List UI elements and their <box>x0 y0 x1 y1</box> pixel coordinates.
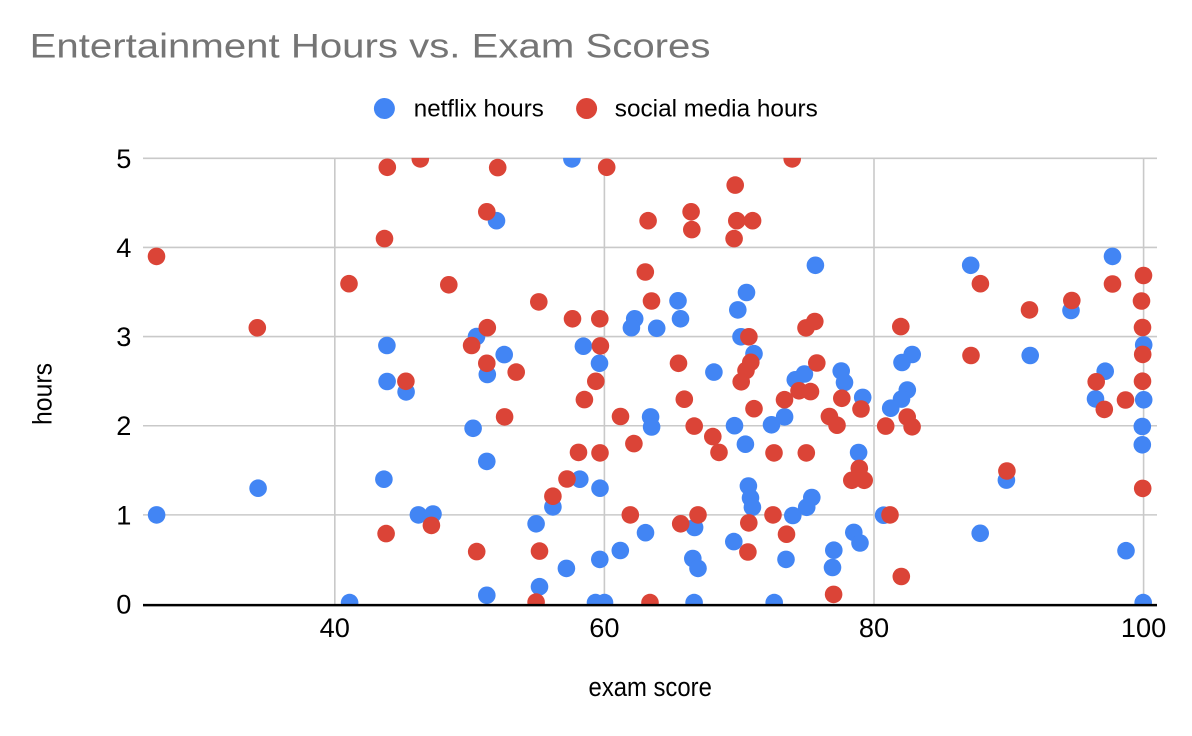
svg-text:0: 0 <box>116 588 131 619</box>
svg-text:60: 60 <box>589 612 619 643</box>
svg-text:exam score: exam score <box>589 671 712 702</box>
svg-text:social media hours: social media hours <box>615 96 818 123</box>
svg-text:5: 5 <box>116 143 131 174</box>
svg-text:hours: hours <box>27 363 57 425</box>
svg-text:Entertainment Hours vs. Exam S: Entertainment Hours vs. Exam Scores <box>30 28 711 66</box>
svg-text:100: 100 <box>1121 612 1166 643</box>
svg-text:netflix hours: netflix hours <box>414 96 544 123</box>
svg-text:2: 2 <box>116 410 131 441</box>
svg-text:80: 80 <box>859 612 889 643</box>
svg-text:3: 3 <box>116 321 131 352</box>
svg-text:40: 40 <box>320 612 350 643</box>
svg-text:4: 4 <box>116 232 131 263</box>
svg-text:1: 1 <box>116 499 131 530</box>
